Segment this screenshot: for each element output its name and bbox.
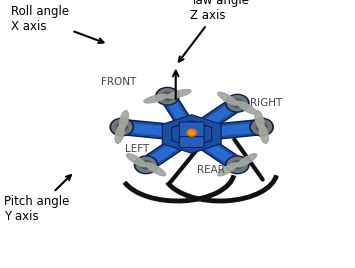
- Circle shape: [226, 94, 249, 112]
- Ellipse shape: [237, 101, 257, 114]
- Circle shape: [250, 118, 273, 136]
- Circle shape: [232, 161, 243, 169]
- Circle shape: [228, 157, 247, 172]
- Circle shape: [110, 118, 133, 136]
- Circle shape: [156, 87, 179, 105]
- Ellipse shape: [167, 90, 191, 98]
- Polygon shape: [163, 115, 221, 153]
- Ellipse shape: [237, 154, 257, 167]
- Circle shape: [158, 89, 178, 104]
- Ellipse shape: [127, 154, 146, 167]
- Circle shape: [252, 120, 272, 135]
- Circle shape: [136, 157, 156, 172]
- FancyBboxPatch shape: [179, 122, 204, 141]
- Polygon shape: [172, 121, 212, 147]
- Circle shape: [226, 156, 249, 174]
- Ellipse shape: [120, 111, 129, 129]
- Text: RIGHT: RIGHT: [250, 98, 282, 108]
- Text: Yaw angle
Z axis: Yaw angle Z axis: [179, 0, 249, 62]
- Circle shape: [134, 156, 158, 174]
- Ellipse shape: [146, 163, 165, 176]
- Circle shape: [228, 96, 247, 111]
- Circle shape: [162, 92, 173, 100]
- FancyBboxPatch shape: [179, 137, 204, 147]
- Text: REAR: REAR: [197, 165, 225, 175]
- Circle shape: [232, 99, 243, 107]
- Circle shape: [116, 123, 127, 131]
- Circle shape: [256, 123, 267, 131]
- Circle shape: [112, 120, 132, 135]
- Polygon shape: [163, 115, 221, 153]
- Ellipse shape: [218, 163, 237, 176]
- Circle shape: [187, 129, 196, 136]
- Circle shape: [141, 161, 152, 169]
- Text: LEFT: LEFT: [125, 144, 149, 154]
- Ellipse shape: [115, 125, 124, 143]
- Circle shape: [189, 131, 194, 135]
- Text: Roll angle
X axis: Roll angle X axis: [11, 5, 104, 43]
- Text: Pitch angle
Y axis: Pitch angle Y axis: [4, 175, 71, 223]
- Ellipse shape: [144, 94, 168, 103]
- Ellipse shape: [260, 125, 268, 143]
- Ellipse shape: [218, 92, 237, 105]
- Text: FRONT: FRONT: [101, 77, 137, 87]
- Ellipse shape: [255, 111, 264, 129]
